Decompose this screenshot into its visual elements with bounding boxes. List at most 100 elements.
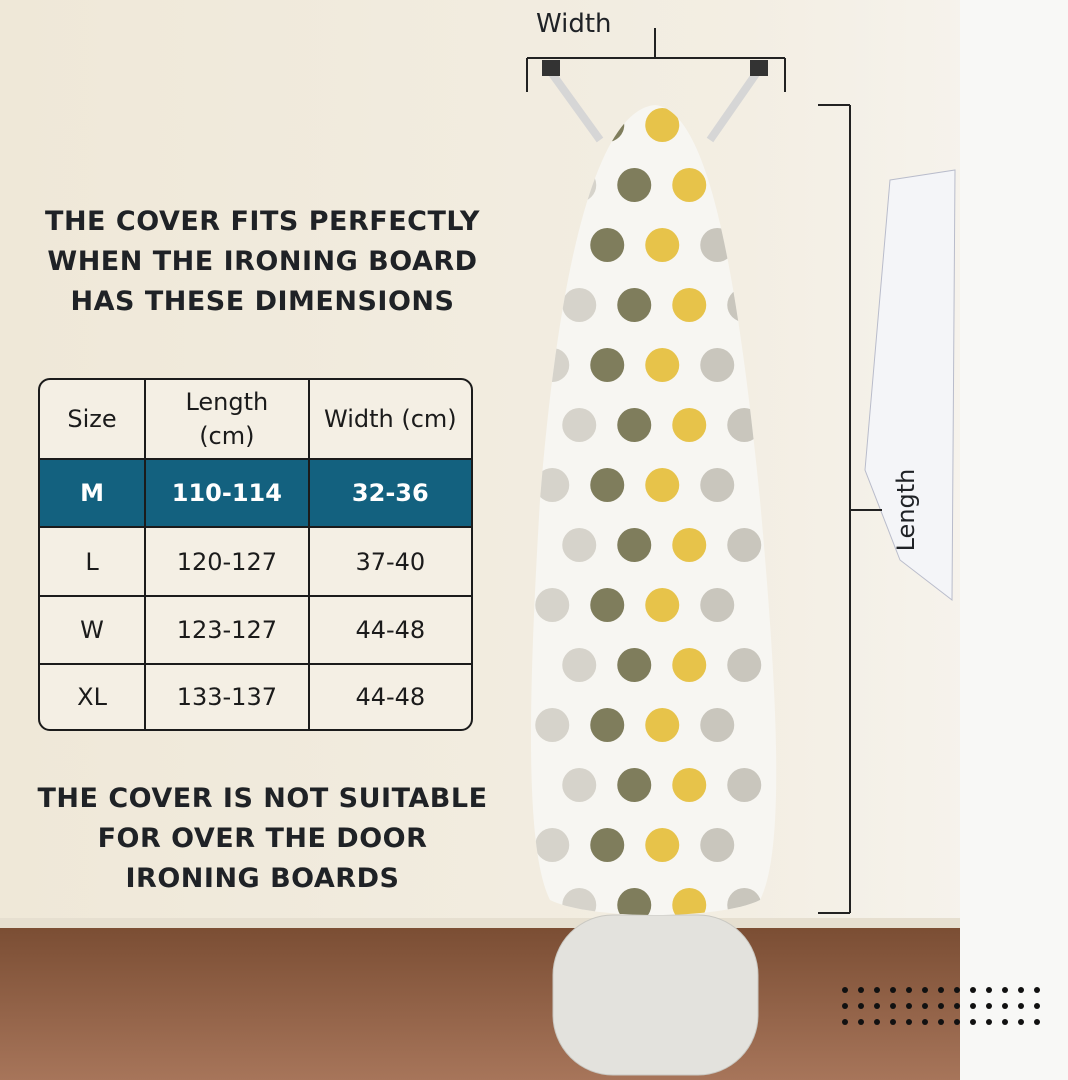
print-dot xyxy=(617,288,652,322)
shelf xyxy=(960,0,1068,1080)
deco-dot xyxy=(890,987,896,993)
table-row: M 110-114 32-36 xyxy=(40,460,471,529)
print-dot xyxy=(617,408,652,442)
print-dot xyxy=(700,588,735,622)
print-dot xyxy=(562,288,597,322)
deco-dot xyxy=(1018,987,1024,993)
deco-dot xyxy=(858,1003,864,1009)
deco-dot xyxy=(1034,1019,1040,1025)
table-cell: 44-48 xyxy=(309,597,471,666)
floor xyxy=(0,925,1068,1080)
print-dot xyxy=(562,768,597,802)
print-dot xyxy=(645,108,680,142)
deco-dot xyxy=(1002,1003,1008,1009)
deco-dot xyxy=(842,1003,848,1009)
towel xyxy=(864,169,956,602)
length-label: Length xyxy=(892,469,920,552)
print-dot xyxy=(535,588,570,622)
print-dot xyxy=(645,828,680,862)
deco-dot xyxy=(874,987,880,993)
table-cell: M xyxy=(40,460,147,529)
deco-dot xyxy=(890,1003,896,1009)
print-dot xyxy=(562,408,597,442)
print-dot xyxy=(617,528,652,562)
print-dot xyxy=(535,468,570,502)
deco-dot xyxy=(938,987,944,993)
print-dot xyxy=(590,348,625,382)
print-dot xyxy=(700,828,735,862)
deco-dot xyxy=(1018,1019,1024,1025)
print-dot xyxy=(590,708,625,742)
deco-dot xyxy=(1018,1003,1024,1009)
print-dot xyxy=(535,708,570,742)
deco-dot xyxy=(986,1019,992,1025)
print-dot xyxy=(700,708,735,742)
table-cell: 37-40 xyxy=(309,528,471,597)
deco-dot xyxy=(938,1019,944,1025)
deco-dot xyxy=(922,987,928,993)
print-dot xyxy=(672,408,707,442)
header-cell: Size xyxy=(40,380,147,460)
print-dot xyxy=(617,888,652,915)
size-table: Size Length (cm) Width (cm) M 110-114 32-3… xyxy=(38,378,473,731)
table-row: L 120-127 37-40 xyxy=(40,528,471,597)
deco-dot xyxy=(1034,987,1040,993)
heading-line: HAS THESE DIMENSIONS xyxy=(70,286,455,317)
table-cell: 120-127 xyxy=(146,528,310,597)
deco-dot xyxy=(954,1019,960,1025)
table-cell: W xyxy=(40,596,147,666)
print-dot xyxy=(700,348,735,382)
table-cell: 44-48 xyxy=(355,683,426,712)
dot-pattern xyxy=(842,987,1040,1025)
print-dot xyxy=(617,648,652,682)
header-cell: Width (cm) xyxy=(309,380,471,460)
note-line: FOR OVER THE DOOR xyxy=(97,823,428,854)
print-dot xyxy=(727,648,762,682)
print-dot xyxy=(590,228,625,262)
deco-dot xyxy=(858,987,864,993)
deco-dot xyxy=(842,1019,848,1025)
leg-cap xyxy=(750,60,768,76)
table-row: W 123-127 44-48 xyxy=(40,596,471,666)
table-cell: XL xyxy=(40,665,147,729)
deco-dot xyxy=(874,1019,880,1025)
table-header: Size Length (cm) Width (cm) xyxy=(40,380,471,460)
print-dot xyxy=(645,708,680,742)
print-dot xyxy=(645,468,680,502)
table-cell: 110-114 xyxy=(146,460,310,529)
print-dot xyxy=(672,168,707,202)
board-stand xyxy=(552,914,759,1076)
deco-dot xyxy=(986,987,992,993)
print-dot xyxy=(590,468,625,502)
table-row: XL 133-137 44-48 xyxy=(40,665,471,729)
print-dot xyxy=(672,528,707,562)
deco-dot xyxy=(1002,1019,1008,1025)
table-body: M 110-114 32-36 L 120-127 37-40 W 123-127 44-48 X… xyxy=(40,460,471,729)
table-cell: 133-137 xyxy=(146,665,310,729)
heading: THE COVER FITS PERFECTLY WHEN THE IRONIN… xyxy=(20,202,505,322)
deco-dot xyxy=(874,1003,880,1009)
deco-dot xyxy=(938,1003,944,1009)
header-row: Size Length (cm) Width (cm) xyxy=(40,380,471,460)
deco-dot xyxy=(1034,1003,1040,1009)
deco-dot xyxy=(906,987,912,993)
print-dot xyxy=(590,828,625,862)
print-dot xyxy=(590,588,625,622)
print-dot xyxy=(645,588,680,622)
print-dot xyxy=(535,828,570,862)
print-dot xyxy=(672,648,707,682)
print-dot xyxy=(672,288,707,322)
deco-dot xyxy=(890,1019,896,1025)
deco-dot xyxy=(954,987,960,993)
deco-dot xyxy=(922,1003,928,1009)
width-bracket xyxy=(526,28,786,92)
deco-dot xyxy=(970,1019,976,1025)
deco-dot xyxy=(842,987,848,993)
print-dot xyxy=(645,228,680,262)
deco-dot xyxy=(970,987,976,993)
width-label: Width xyxy=(536,9,612,39)
deco-dot xyxy=(858,1019,864,1025)
baseboard xyxy=(0,918,1068,928)
table-cell: L xyxy=(40,528,147,597)
